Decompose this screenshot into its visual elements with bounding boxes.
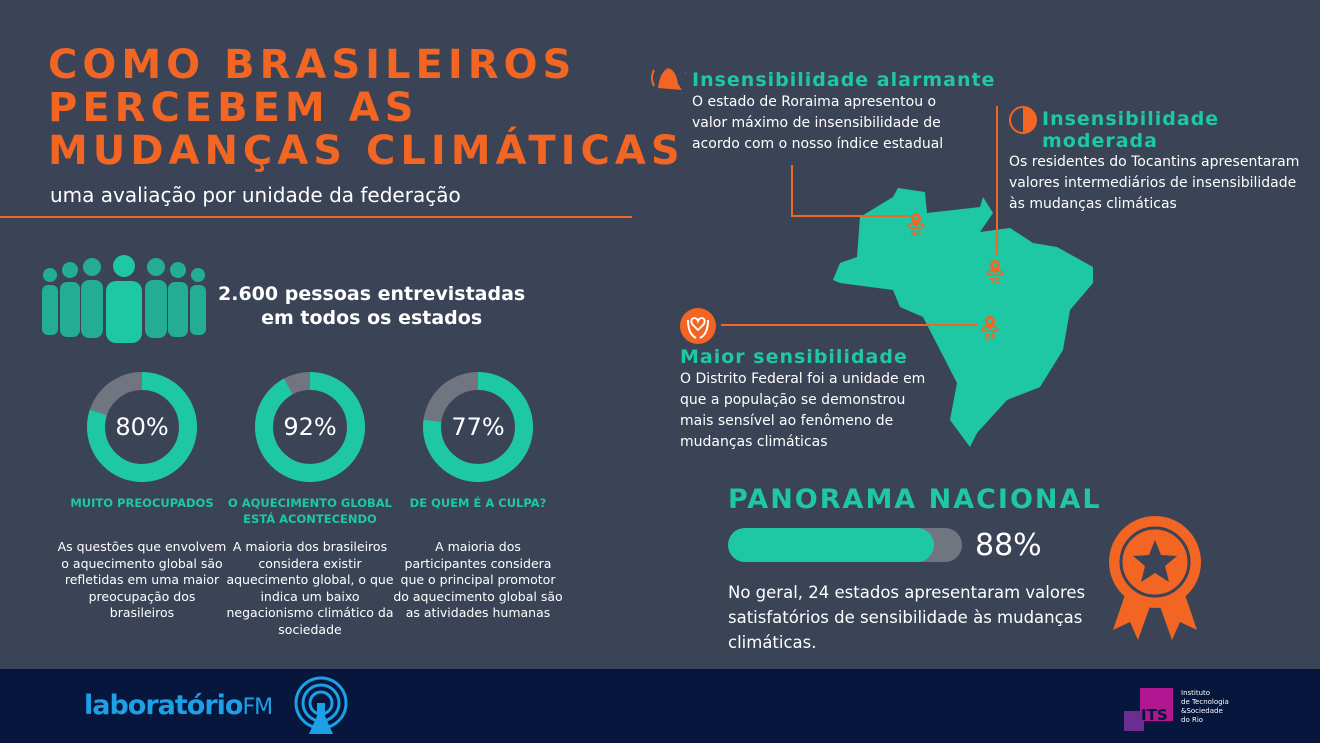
map-pin-label: DF (984, 333, 996, 341)
award-badge-icon (1109, 516, 1201, 640)
page-title: COMO BRASILEIROS PERCEBEM AS MUDANÇAS CL… (48, 44, 685, 173)
map-pin-label: TO (989, 277, 1001, 285)
panorama-value: 88% (975, 528, 1042, 563)
maior-title: Maior sensibilidade (680, 346, 908, 368)
connector-line (791, 165, 910, 217)
brazil-map (721, 106, 1093, 447)
radio-flask-icon (294, 676, 348, 734)
logo-text: laboratório (84, 690, 243, 721)
panorama-text: No geral, 24 estados apresentaram valore… (728, 583, 1086, 652)
moderada-title-line: Insensibilidade (1042, 108, 1220, 130)
donut-value: 80% (115, 413, 169, 441)
stat-description: As questões que envolvem o aquecimento g… (57, 539, 227, 620)
title-line: COMO BRASILEIROS (48, 42, 577, 88)
donut-chart: 92% (255, 372, 365, 482)
its-abbr: ITS (1141, 706, 1168, 724)
donut-chart: 80% (87, 372, 197, 482)
map-pin-icon (907, 213, 925, 229)
donut-chart: 77% (423, 372, 533, 482)
crowd-icon (42, 255, 206, 343)
its-logo-square (1140, 688, 1173, 721)
stat-description: A maioria dos participantes considera qu… (393, 539, 563, 620)
donut-fill (87, 372, 197, 482)
its-line: de Tecnologia (1181, 698, 1229, 706)
moderada-title-line: moderada (1042, 130, 1158, 152)
title-line: PERCEBEM AS (48, 85, 419, 131)
donut-value: 77% (451, 413, 505, 441)
donut-fill (255, 372, 365, 482)
its-line: Instituto (1181, 689, 1211, 697)
moderada-title: Insensibilidade moderada (1042, 108, 1219, 152)
stat-label: O AQUECIMENTO GLOBAL ESTÁ ACONTECENDO (227, 496, 393, 526)
stat-label: DE QUEM É A CULPA? (409, 496, 547, 510)
its-name: Instituto de Tecnologia &Sociedade do Ri… (1181, 689, 1229, 725)
divider (0, 216, 632, 218)
laboratorio-fm-logo: laboratórioFM (84, 690, 273, 721)
maior-text: O Distrito Federal foi a unidade em que … (680, 371, 926, 450)
brazil-shape (833, 188, 1093, 447)
map-pin-label: RR (910, 230, 922, 238)
survey-line: 2.600 pessoas entrevistadas (218, 283, 526, 305)
footer (0, 669, 1320, 743)
alarmante-title: Insensibilidade alarmante (692, 69, 996, 91)
title-line: MUDANÇAS CLIMÁTICAS (48, 128, 685, 174)
donut-fill (423, 372, 533, 482)
its-logo-square-small (1124, 711, 1144, 731)
logo-fm-text: FM (242, 695, 273, 720)
panorama-title: PANORAMA NACIONAL (728, 484, 1102, 515)
panorama-progress-fill (728, 528, 934, 562)
survey-line: em todos os estados (261, 307, 483, 329)
alarmante-text: O estado de Roraima apresentou o valor m… (692, 94, 944, 152)
half-circle-icon (1009, 106, 1037, 134)
donut-value: 92% (283, 413, 337, 441)
map-pin-icon (986, 260, 1004, 276)
bell-icon (651, 68, 686, 90)
moderada-text: Os residentes do Tocantins apresentaram … (1009, 154, 1300, 212)
map-pin-icon (981, 316, 999, 332)
its-line: do Rio (1181, 716, 1204, 724)
its-line: &Sociedade (1181, 707, 1223, 715)
survey-count: 2.600 pessoas entrevistadas em todos os … (218, 282, 525, 330)
subtitle: uma avaliação por unidade da federação (50, 183, 461, 207)
heart-hands-icon (680, 308, 716, 344)
stat-description: A maioria dos brasileiros considera exis… (226, 539, 394, 637)
stat-label: MUITO PREOCUPADOS (70, 496, 214, 510)
